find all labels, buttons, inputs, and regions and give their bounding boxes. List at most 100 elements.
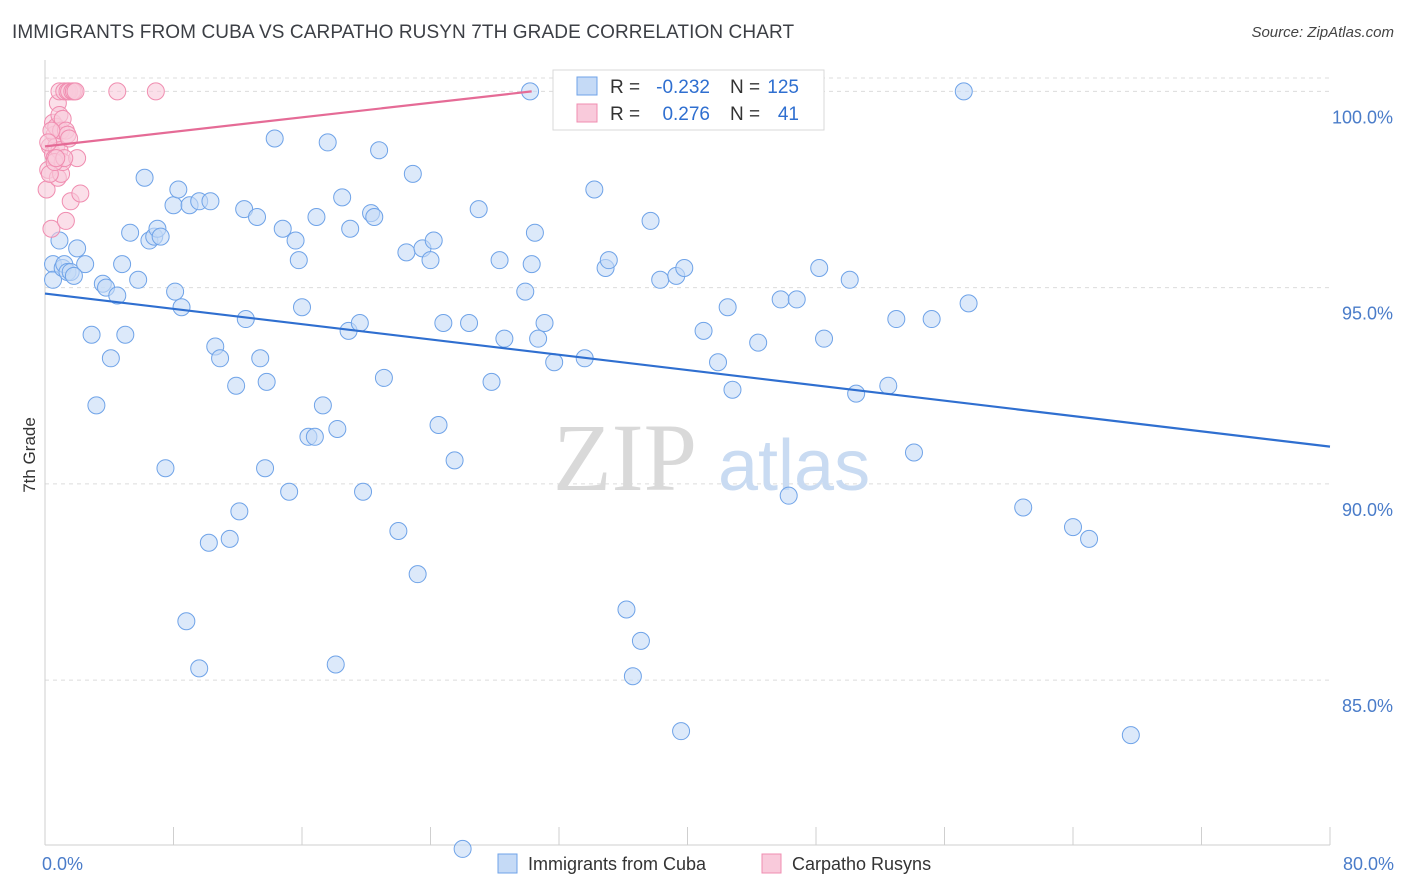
data-point: [199, 533, 218, 552]
data-point: [599, 251, 618, 270]
series-legend-label-cuba: Immigrants from Cuba: [528, 854, 707, 874]
data-point: [723, 380, 742, 399]
data-point: [87, 396, 106, 415]
data-point: [39, 133, 58, 152]
data-point: [879, 376, 898, 395]
y-axis-title: 7th Grade: [20, 417, 39, 493]
data-point: [289, 251, 308, 270]
data-point: [815, 329, 834, 348]
data-point: [326, 655, 345, 674]
data-point: [374, 368, 393, 387]
data-point: [922, 310, 941, 329]
data-point: [66, 82, 85, 101]
data-point: [164, 196, 183, 215]
data-point: [350, 313, 369, 332]
data-point: [76, 255, 95, 274]
data-point: [675, 259, 694, 278]
data-point: [749, 333, 768, 352]
series-cuba: [44, 82, 1140, 858]
data-point: [333, 188, 352, 207]
data-point: [1064, 518, 1082, 537]
data-point: [709, 353, 728, 372]
data-point: [328, 419, 347, 438]
y-tick-label: 90.0%: [1342, 500, 1393, 520]
data-point: [545, 353, 564, 372]
correlation-legend: R = -0.232 N = 125 R = 0.276 N = 41: [552, 69, 825, 131]
data-point: [305, 427, 324, 446]
data-point: [169, 180, 188, 199]
data-point: [1014, 498, 1033, 517]
data-point: [522, 255, 541, 274]
data-point: [71, 184, 90, 203]
data-point: [954, 82, 973, 101]
data-point: [293, 298, 311, 317]
data-point: [44, 270, 63, 289]
data-point: [779, 486, 798, 505]
data-point: [151, 227, 170, 246]
data-point: [64, 266, 83, 285]
data-point: [135, 168, 154, 187]
data-point: [47, 149, 66, 168]
watermark: ZIP atlas: [553, 404, 870, 511]
data-point: [847, 384, 866, 403]
data-point: [434, 313, 453, 332]
data-point: [177, 612, 196, 631]
data-point: [460, 313, 479, 332]
trendlines: [44, 90, 1331, 448]
data-point: [286, 231, 305, 250]
data-point: [113, 255, 132, 274]
data-point: [429, 416, 448, 435]
data-point: [490, 251, 509, 270]
legend-n-value-rusyn: 41: [778, 104, 799, 125]
data-point: [810, 259, 829, 278]
data-point: [694, 321, 713, 340]
data-point: [172, 298, 191, 317]
data-point: [403, 164, 422, 183]
data-point: [482, 372, 501, 391]
data-point: [265, 129, 284, 148]
data-point: [129, 270, 148, 289]
trendline-cuba: [44, 292, 1331, 448]
data-point: [190, 659, 209, 678]
data-point: [397, 243, 416, 262]
data-point: [1080, 529, 1099, 548]
data-point: [201, 192, 220, 211]
legend-n-value-cuba: 125: [767, 77, 799, 98]
axes: [44, 60, 1331, 846]
data-point: [421, 251, 440, 270]
data-point: [495, 329, 514, 348]
legend-r-label-cuba: R =: [610, 77, 640, 98]
data-point: [718, 298, 737, 317]
legend-r-value-rusyn: 0.276: [662, 104, 710, 125]
legend-n-label-rusyn: N =: [730, 104, 760, 125]
data-point: [256, 459, 275, 478]
legend-swatch-rusyn: [576, 103, 598, 123]
data-point: [516, 282, 535, 301]
data-point: [108, 82, 127, 101]
data-point: [389, 522, 408, 540]
data-point: [787, 290, 806, 309]
data-point: [408, 565, 427, 584]
y-tick-labels: 85.0% 90.0% 95.0% 100.0%: [1332, 107, 1393, 716]
data-point: [146, 82, 165, 101]
x-tick-label-min: 0.0%: [42, 854, 83, 874]
data-point: [1121, 726, 1140, 745]
data-point: [354, 482, 373, 501]
x-tick-label-max: 80.0%: [1343, 854, 1394, 874]
series-legend-swatch-cuba: [497, 853, 518, 874]
data-point: [251, 349, 270, 368]
legend-r-value-cuba: -0.232: [656, 77, 710, 98]
legend-swatch-cuba: [576, 76, 598, 96]
data-point: [840, 270, 859, 289]
data-point: [56, 211, 75, 230]
data-point: [313, 396, 332, 415]
data-point: [904, 443, 923, 462]
data-point: [257, 372, 276, 391]
data-point: [116, 325, 135, 344]
legend-n-label-cuba: N =: [730, 77, 760, 98]
data-point: [318, 133, 337, 152]
data-point: [307, 208, 326, 226]
data-point: [227, 376, 246, 395]
trendline-rusyn: [44, 90, 532, 148]
